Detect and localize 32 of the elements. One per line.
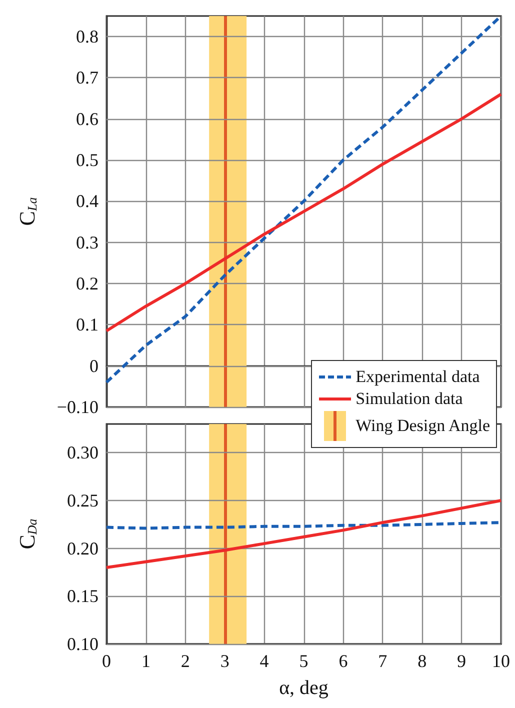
- y-tick-label: 0.25: [67, 490, 98, 511]
- y-tick-label: 0.5: [76, 150, 98, 170]
- x-tick-label: 5: [299, 651, 308, 671]
- x-tick-label: 3: [220, 651, 230, 671]
- y-tick-label: 0.2: [76, 274, 98, 294]
- y-axis-title: CDa: [14, 518, 40, 550]
- y-tick-label: 0.3: [76, 232, 98, 252]
- x-tick-label: 9: [457, 651, 466, 671]
- y-axis-title: CLa: [14, 196, 40, 226]
- legend-label: Wing Design Angle: [356, 416, 490, 436]
- x-tick-label: 8: [418, 651, 427, 671]
- x-tick-label: 0: [102, 651, 111, 671]
- y-tick-label: 0.15: [67, 586, 98, 606]
- y-tick-label: 0.30: [67, 442, 98, 463]
- y-tick-label: 0.10: [67, 634, 98, 654]
- y-tick-label: 0.20: [67, 538, 98, 558]
- y-tick-label: 0.1: [76, 314, 98, 335]
- y-tick-label: 0: [90, 356, 98, 376]
- legend-label: Experimental data: [356, 367, 480, 387]
- x-tick-label: 6: [338, 651, 348, 671]
- x-tick-label: 2: [180, 651, 190, 671]
- y-tick-label: 0.4: [76, 191, 98, 212]
- x-tick-label: 7: [378, 651, 388, 671]
- y-tick-label: 0.7: [76, 68, 98, 88]
- x-tick-label: 4: [260, 651, 269, 671]
- x-tick-label: 1: [141, 651, 150, 671]
- y-tick-label: 0.6: [76, 108, 98, 129]
- y-tick-label: −0.10: [56, 397, 98, 417]
- y-tick-label: 0.8: [76, 26, 98, 47]
- x-axis-title: α, deg: [279, 677, 328, 699]
- x-tick-label: 10: [492, 651, 510, 671]
- legend-label: Simulation data: [356, 389, 463, 409]
